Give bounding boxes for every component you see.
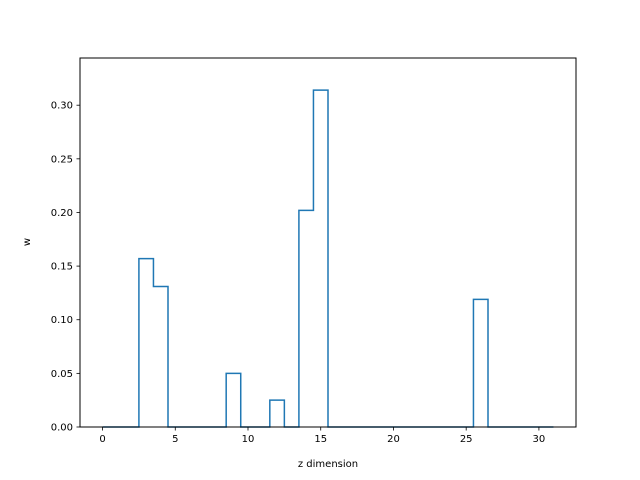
y-tick-label: 0.15 <box>51 262 73 273</box>
x-tick-label: 15 <box>314 434 327 445</box>
x-tick-label: 20 <box>387 434 400 445</box>
x-tick-label: 30 <box>533 434 546 445</box>
series-step-line <box>102 89 554 428</box>
axes-frame <box>79 57 577 428</box>
y-tick-label: 0.05 <box>51 369 73 380</box>
x-tick-label: 10 <box>242 434 255 445</box>
y-tick-label: 0.20 <box>51 208 73 219</box>
y-axis-label: w <box>22 238 33 246</box>
x-axis-label: z dimension <box>298 459 358 470</box>
y-tick-label: 0.30 <box>51 101 73 112</box>
y-tick-label: 0.00 <box>51 423 73 434</box>
y-tick-label: 0.10 <box>51 315 73 326</box>
x-tick-label: 25 <box>460 434 473 445</box>
x-tick-label: 5 <box>172 434 178 445</box>
x-tick-label: 0 <box>99 434 105 445</box>
y-tick-label: 0.25 <box>51 154 73 165</box>
